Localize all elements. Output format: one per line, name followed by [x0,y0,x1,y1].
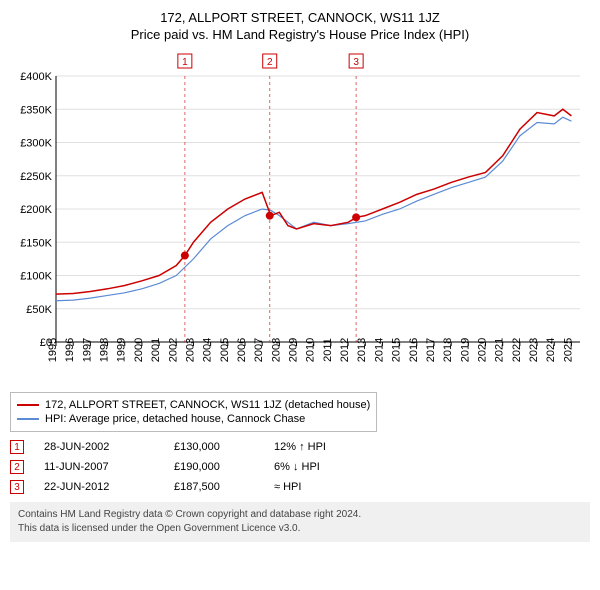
svg-text:£200K: £200K [20,204,52,216]
svg-text:2024: 2024 [545,338,557,362]
chart-plot: £0£50K£100K£150K£200K£250K£300K£350K£400… [10,48,590,388]
sale-row: 1 28-JUN-2002 £130,000 12% ↑ HPI [10,440,590,454]
svg-text:2: 2 [267,57,273,68]
svg-text:3: 3 [353,57,359,68]
chart-title-address: 172, ALLPORT STREET, CANNOCK, WS11 1JZ [10,10,590,25]
sale-delta: ≈ HPI [274,481,374,493]
svg-text:2017: 2017 [425,338,437,362]
svg-text:2014: 2014 [373,338,385,362]
svg-text:2005: 2005 [219,338,231,362]
sale-date: 28-JUN-2002 [44,441,154,453]
legend: 172, ALLPORT STREET, CANNOCK, WS11 1JZ (… [10,392,377,432]
svg-text:2025: 2025 [562,338,574,362]
svg-text:£150K: £150K [20,237,52,249]
sale-row: 3 22-JUN-2012 £187,500 ≈ HPI [10,480,590,494]
legend-label: HPI: Average price, detached house, Cann… [45,413,305,425]
svg-text:2020: 2020 [477,338,489,362]
svg-text:2012: 2012 [339,338,351,362]
sale-marker-box: 2 [10,460,24,474]
svg-text:1998: 1998 [99,338,111,362]
sale-date: 22-JUN-2012 [44,481,154,493]
legend-item: HPI: Average price, detached house, Cann… [17,413,370,425]
chart-subtitle: Price paid vs. HM Land Registry's House … [10,27,590,42]
svg-text:1: 1 [182,57,188,68]
svg-text:1995: 1995 [47,338,59,362]
svg-text:1999: 1999 [116,338,128,362]
sale-marker-box: 3 [10,480,24,494]
svg-text:2004: 2004 [202,338,214,362]
sale-delta: 6% ↓ HPI [274,461,374,473]
sale-date: 11-JUN-2007 [44,461,154,473]
svg-text:£350K: £350K [20,104,52,116]
svg-text:2003: 2003 [184,338,196,362]
attribution-box: Contains HM Land Registry data © Crown c… [10,502,590,542]
svg-text:2000: 2000 [133,338,145,362]
svg-text:2008: 2008 [270,338,282,362]
sale-marker-num: 1 [14,442,20,453]
svg-text:2023: 2023 [528,338,540,362]
svg-text:2007: 2007 [253,338,265,362]
svg-text:£250K: £250K [20,171,52,183]
svg-text:2022: 2022 [511,338,523,362]
attribution-line: Contains HM Land Registry data © Crown c… [18,508,582,522]
svg-text:2009: 2009 [288,338,300,362]
sale-marker-num: 2 [14,462,20,473]
legend-swatch [17,418,39,420]
legend-swatch [17,404,39,406]
sale-price: £190,000 [174,461,254,473]
svg-text:1997: 1997 [81,338,93,362]
svg-text:£50K: £50K [26,304,52,316]
svg-text:2018: 2018 [442,338,454,362]
svg-text:2019: 2019 [459,338,471,362]
legend-label: 172, ALLPORT STREET, CANNOCK, WS11 1JZ (… [45,399,370,411]
svg-text:2002: 2002 [167,338,179,362]
sales-table: 1 28-JUN-2002 £130,000 12% ↑ HPI 2 11-JU… [10,440,590,494]
svg-text:£100K: £100K [20,271,52,283]
svg-text:2010: 2010 [305,338,317,362]
svg-text:2016: 2016 [408,338,420,362]
svg-text:£400K: £400K [20,71,52,83]
svg-text:2013: 2013 [356,338,368,362]
svg-text:2006: 2006 [236,338,248,362]
sale-price: £130,000 [174,441,254,453]
svg-text:2001: 2001 [150,338,162,362]
sale-row: 2 11-JUN-2007 £190,000 6% ↓ HPI [10,460,590,474]
svg-text:2021: 2021 [494,338,506,362]
chart-svg: £0£50K£100K£150K£200K£250K£300K£350K£400… [10,48,590,388]
sale-delta: 12% ↑ HPI [274,441,374,453]
sale-marker-box: 1 [10,440,24,454]
sale-marker-num: 3 [14,482,20,493]
attribution-line: This data is licensed under the Open Gov… [18,522,582,536]
svg-text:£300K: £300K [20,138,52,150]
sale-price: £187,500 [174,481,254,493]
chart-container: 172, ALLPORT STREET, CANNOCK, WS11 1JZ P… [0,0,600,550]
svg-text:1996: 1996 [64,338,76,362]
legend-item: 172, ALLPORT STREET, CANNOCK, WS11 1JZ (… [17,399,370,411]
svg-text:2015: 2015 [391,338,403,362]
